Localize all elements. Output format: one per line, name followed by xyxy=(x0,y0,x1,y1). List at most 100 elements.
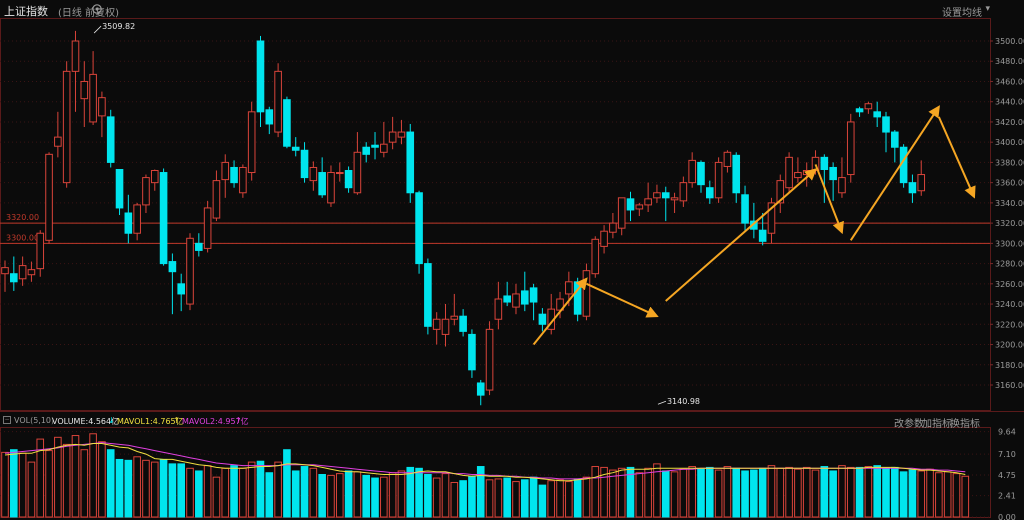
candle-body xyxy=(71,40,80,72)
candle-body xyxy=(1,267,9,275)
candle-body xyxy=(142,177,150,206)
price-tick-label: 3240.00 xyxy=(995,300,1024,309)
volume-bar xyxy=(600,466,608,518)
volume-bar xyxy=(424,474,432,518)
switch-indicator-button[interactable]: 换指标 xyxy=(950,419,980,430)
volume-bar xyxy=(917,470,926,518)
low-label-leader xyxy=(657,400,667,405)
volume-bar xyxy=(758,467,767,518)
volume-bar xyxy=(609,469,617,518)
collapse-icon[interactable]: − xyxy=(3,416,11,424)
volume-bar xyxy=(36,438,45,518)
candle-body xyxy=(230,166,238,184)
chart-header: 上证指数 (日线 前复权) 设置均线 ▾ xyxy=(0,0,1024,20)
candle-body xyxy=(723,151,732,167)
volume-bar xyxy=(327,474,335,518)
price-tick-label: 3400.00 xyxy=(995,138,1024,147)
chart-subtitle: (日线 前复权) xyxy=(58,8,119,19)
volume-bar xyxy=(714,469,723,518)
candle-body xyxy=(697,161,705,186)
price-tick-label: 3320.00 xyxy=(995,219,1024,228)
candle-body xyxy=(89,73,97,123)
volume-bar xyxy=(644,467,652,518)
candle-body xyxy=(891,131,899,148)
volume-bar xyxy=(177,463,185,518)
volume-bar xyxy=(18,452,27,518)
volume-bar xyxy=(256,460,265,518)
volume-bar xyxy=(882,467,890,518)
volume-tick-label: 7.10 xyxy=(998,450,1016,459)
volume-bar xyxy=(45,450,53,518)
volume-bar xyxy=(802,466,811,518)
volume-bar xyxy=(265,472,274,518)
candle-body xyxy=(424,263,432,327)
candle-body xyxy=(732,154,741,194)
candle-body xyxy=(750,220,758,230)
low-label: 3140.98 xyxy=(667,397,700,406)
volume-bar xyxy=(899,471,908,518)
candle-body xyxy=(441,318,450,335)
volume-bar xyxy=(212,476,221,518)
candle-body xyxy=(485,328,494,391)
volume-bar xyxy=(723,466,732,518)
candle-body xyxy=(318,172,326,196)
add-indicator-button[interactable]: 加指标 xyxy=(922,419,952,430)
trend-arrow xyxy=(814,164,844,235)
candle-body xyxy=(494,298,503,320)
volume-tick-label: 9.64 xyxy=(998,428,1016,437)
up-arrow-icon: ↑ xyxy=(173,416,180,425)
volume-bar xyxy=(142,459,150,518)
trend-arrow xyxy=(532,277,588,346)
chart-title[interactable]: 上证指数 xyxy=(4,5,48,18)
candle-body xyxy=(450,315,459,320)
volume-bar xyxy=(573,478,582,518)
trend-arrow xyxy=(937,116,976,199)
candle-body xyxy=(62,70,71,184)
volume-bar xyxy=(124,459,133,518)
volume-bar xyxy=(565,481,573,518)
volume-bar xyxy=(54,436,62,518)
candle-body xyxy=(688,159,696,184)
candle-body xyxy=(626,198,635,211)
ma-settings-button[interactable]: 设置均线 xyxy=(942,8,982,19)
volume-bar xyxy=(961,475,970,518)
candle-body xyxy=(873,111,881,118)
price-tick-label: 3180.00 xyxy=(995,361,1024,370)
volume-bar xyxy=(159,458,168,518)
volume-bar xyxy=(150,461,159,518)
volume-bar xyxy=(195,470,203,518)
vol-indicator-name[interactable]: VOL(5,10) xyxy=(14,416,55,425)
volume-bar xyxy=(459,480,467,518)
candle-body xyxy=(855,108,864,113)
volume-bar xyxy=(776,467,785,518)
volume-bar xyxy=(864,466,873,518)
volume-bar xyxy=(203,465,212,518)
high-label: 3509.82 xyxy=(102,22,135,31)
candle-body xyxy=(538,313,547,325)
volume-bar xyxy=(441,473,450,518)
volume-bar xyxy=(626,466,635,518)
price-tick-label: 3460.00 xyxy=(995,77,1024,86)
volume-bar xyxy=(476,466,485,518)
volume-bar xyxy=(706,466,714,518)
volume-bar xyxy=(380,476,388,518)
edit-params-button[interactable]: 改参数 xyxy=(894,419,924,430)
gear-icon[interactable] xyxy=(91,3,103,15)
candle-body xyxy=(882,116,890,133)
chevron-down-icon[interactable]: ▾ xyxy=(985,4,990,14)
level-label: 3320.00 xyxy=(6,213,39,222)
candle-body xyxy=(820,156,829,170)
volume-bar xyxy=(582,476,591,518)
candle-body xyxy=(221,161,230,181)
volume-bar xyxy=(283,449,291,518)
trend-arrow xyxy=(849,105,940,241)
candle-body xyxy=(168,261,177,273)
volume-bar xyxy=(62,443,71,518)
candle-body xyxy=(670,197,679,201)
price-tick-label: 3500.00 xyxy=(995,37,1024,46)
candle-body xyxy=(265,109,274,125)
candle-body xyxy=(344,170,353,189)
volume-bar xyxy=(318,474,326,518)
volume-bar xyxy=(926,468,934,518)
volume-bar xyxy=(89,433,97,518)
